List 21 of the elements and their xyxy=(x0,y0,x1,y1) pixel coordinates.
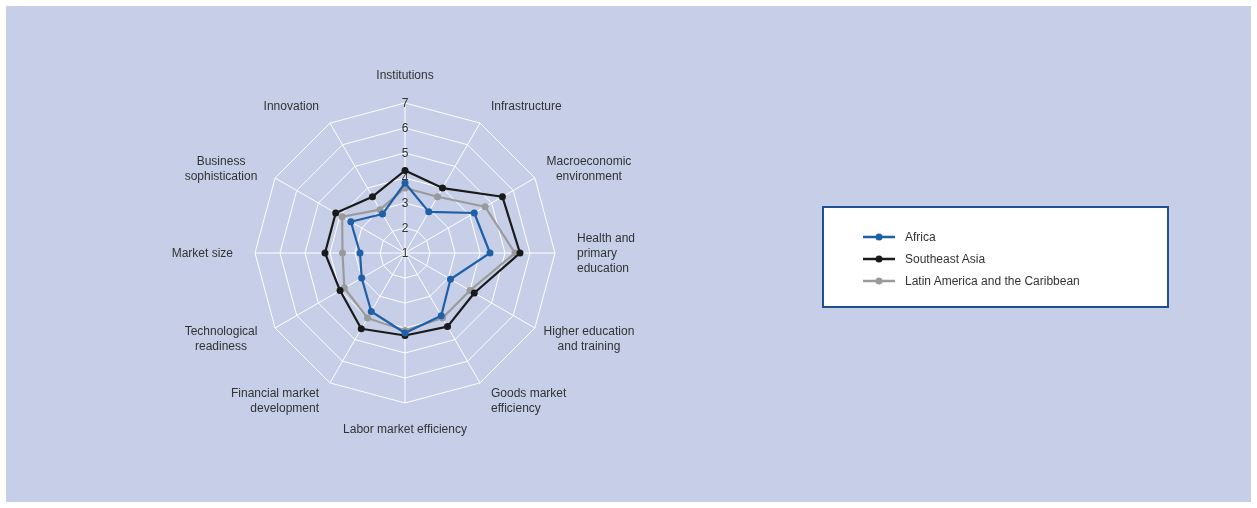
spoke-label: Technological readiness xyxy=(184,323,258,353)
y-tick-label: 3 xyxy=(401,196,409,210)
spoke-label: Health and primary education xyxy=(577,231,636,275)
y-tick-label: 7 xyxy=(401,96,409,110)
spoke-label: Institutions xyxy=(376,68,434,82)
spoke-label: Market size xyxy=(171,246,234,260)
spoke-label: Labor market efficiency xyxy=(343,422,467,436)
y-tick-label: 5 xyxy=(401,146,409,160)
legend-label: Africa xyxy=(905,230,936,244)
legend-label: Latin America and the Caribbean xyxy=(905,274,1080,288)
spoke-label: Macroeconomic environment xyxy=(546,153,632,183)
legend-label: Southeast Asia xyxy=(905,252,986,266)
spoke-label: Financial market development xyxy=(230,385,320,415)
spoke-label: Higher education and training xyxy=(543,323,635,353)
y-tick-label: 2 xyxy=(401,221,409,235)
y-tick-label: 6 xyxy=(401,121,409,135)
spoke-label: Goods market efficiency xyxy=(491,385,568,415)
y-tick-label: 1 xyxy=(401,246,409,260)
spoke-label: Infrastructure xyxy=(491,98,563,113)
spoke-label: Innovation xyxy=(263,98,319,113)
spoke-label: Business sophistication xyxy=(184,153,258,183)
